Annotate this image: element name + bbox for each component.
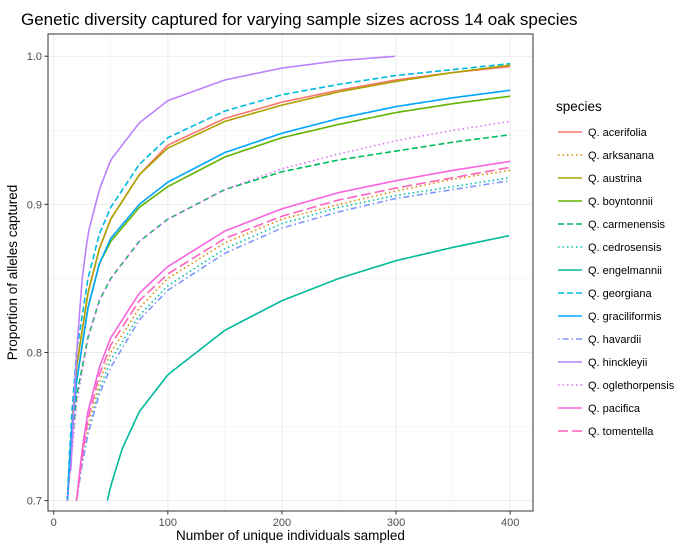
- x-tick-label: 0: [51, 517, 57, 529]
- legend-label-q-tomentella: Q. tomentella: [588, 426, 654, 438]
- legend-title: species: [556, 99, 602, 114]
- series-layer: [66, 55, 511, 501]
- x-tick-label: 300: [387, 517, 405, 529]
- legend-label-q-hinckleyii: Q. hinckleyii: [588, 357, 647, 369]
- legend-label-q-arksanana: Q. arksanana: [588, 150, 655, 162]
- series-line-q-engelmannii: [106, 234, 510, 501]
- legend-label-q-georgiana: Q. georgiana: [588, 288, 652, 300]
- legend-label-q-carmenensis: Q. carmenensis: [588, 219, 666, 231]
- y-tick-label: 1.0: [27, 51, 42, 63]
- series-line-q-austrina: [66, 64, 511, 501]
- series-line-q-graciliformis: [66, 89, 511, 501]
- x-axis-label: Number of unique individuals sampled: [176, 528, 405, 543]
- plot-panel: [47, 33, 534, 512]
- legend-label-q-boyntonnii: Q. boyntonnii: [588, 196, 653, 208]
- y-tick-label: 0.9: [27, 199, 42, 211]
- y-tick-label: 0.7: [27, 496, 42, 508]
- chart-title: Genetic diversity captured for varying s…: [21, 10, 578, 29]
- series-line-q-havardii: [75, 179, 511, 501]
- grid-minor: [48, 34, 533, 511]
- legend-label-q-acerifolia: Q. acerifolia: [588, 127, 648, 139]
- legend-label-q-engelmannii: Q. engelmannii: [588, 265, 662, 277]
- legend-label-q-oglethorpensis: Q. oglethorpensis: [588, 380, 675, 392]
- series-line-q-tomentella: [75, 166, 511, 501]
- legend: species Q. acerifolia Q. arksanana Q. aust…: [556, 99, 675, 438]
- legend-label-q-austrina: Q. austrina: [588, 173, 643, 185]
- legend-label-q-graciliformis: Q. graciliformis: [588, 311, 662, 323]
- legend-label-q-havardii: Q. havardii: [588, 334, 641, 346]
- series-line-q-carmenensis: [66, 133, 511, 501]
- series-line-q-georgiana: [66, 62, 511, 501]
- series-line-q-boyntonnii: [66, 95, 511, 501]
- series-line-q-arksanana: [75, 169, 511, 501]
- series-line-q-hinckleyii: [70, 55, 395, 472]
- legend-label-q-cedrosensis: Q. cedrosensis: [588, 242, 662, 254]
- x-tick-label: 200: [273, 517, 291, 529]
- series-line-q-cedrosensis: [75, 176, 511, 501]
- y-axis-label: Proportion of alleles captured: [5, 185, 20, 361]
- x-tick-label: 400: [501, 517, 519, 529]
- y-axis: 0.7 0.8 0.9 1.0: [27, 51, 48, 508]
- x-axis: 0 100 200 300 400: [51, 511, 519, 529]
- series-line-q-oglethorpensis: [66, 120, 511, 501]
- x-tick-label: 100: [159, 517, 177, 529]
- grid-major: [48, 34, 533, 511]
- plot-border: [47, 33, 534, 512]
- y-tick-label: 0.8: [27, 347, 42, 359]
- legend-label-q-pacifica: Q. pacifica: [588, 403, 641, 415]
- series-line-q-pacifica: [75, 160, 511, 501]
